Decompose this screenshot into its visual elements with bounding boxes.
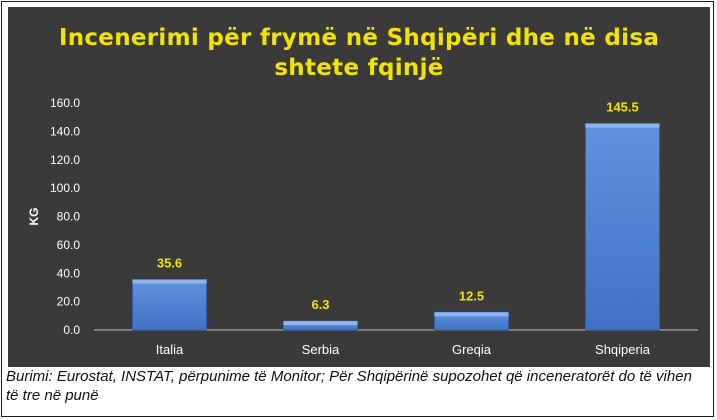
data-label: 35.6 [157, 255, 182, 270]
chart-title-line-2: shtete fqinjë [274, 55, 444, 81]
data-label: 6.3 [311, 297, 329, 312]
y-tick-label: 80.0 [57, 210, 81, 224]
chart-title: Incenerimi për frymë në Shqipëri dhe në … [8, 23, 710, 83]
y-axis: 0.0 20.0 40.0 60.0 80.0 100.0 120.0 140.0 160.0 [50, 96, 80, 337]
y-tick-label: 140.0 [50, 124, 80, 138]
y-tick-label: 60.0 [57, 238, 81, 252]
y-tick-label: 20.0 [57, 295, 81, 309]
bar-top-bevel [283, 321, 358, 326]
bar-top-bevel [434, 312, 509, 317]
x-tick-label: Greqia [452, 342, 492, 357]
bar-top-bevel [132, 279, 207, 284]
y-tick-label: 100.0 [50, 181, 80, 195]
chart-title-line-1: Incenerimi për frymë në Shqipëri dhe në … [58, 25, 660, 51]
x-tick-label: Italia [156, 342, 184, 357]
chart-panel: Incenerimi për frymë në Shqipëri dhe në … [8, 7, 710, 367]
source-caption: Burimi: Eurostat, INSTAT, përpunime të M… [6, 368, 692, 404]
data-label: 145.5 [606, 100, 639, 115]
y-tick-label: 120.0 [50, 153, 80, 167]
y-tick-label: 40.0 [57, 266, 81, 280]
bar-chart: 0.020.040.060.080.0100.0120.0140.0160.0 … [27, 96, 698, 357]
bar-top-bevel [585, 123, 660, 128]
y-axis-label: KG [27, 208, 41, 226]
data-label: 12.5 [459, 288, 484, 303]
bar [585, 123, 660, 331]
x-tick-label: Shqiperia [595, 342, 651, 357]
x-tick-label: Serbia [302, 342, 340, 357]
y-tick-label: 160.0 [50, 96, 80, 110]
y-tick-label: 0.0 [63, 323, 80, 337]
bar [132, 279, 207, 331]
bars: 35.6 Italia 6.3 Serbia 12.5 Greqia 145.5 Shqipe… [132, 100, 660, 357]
